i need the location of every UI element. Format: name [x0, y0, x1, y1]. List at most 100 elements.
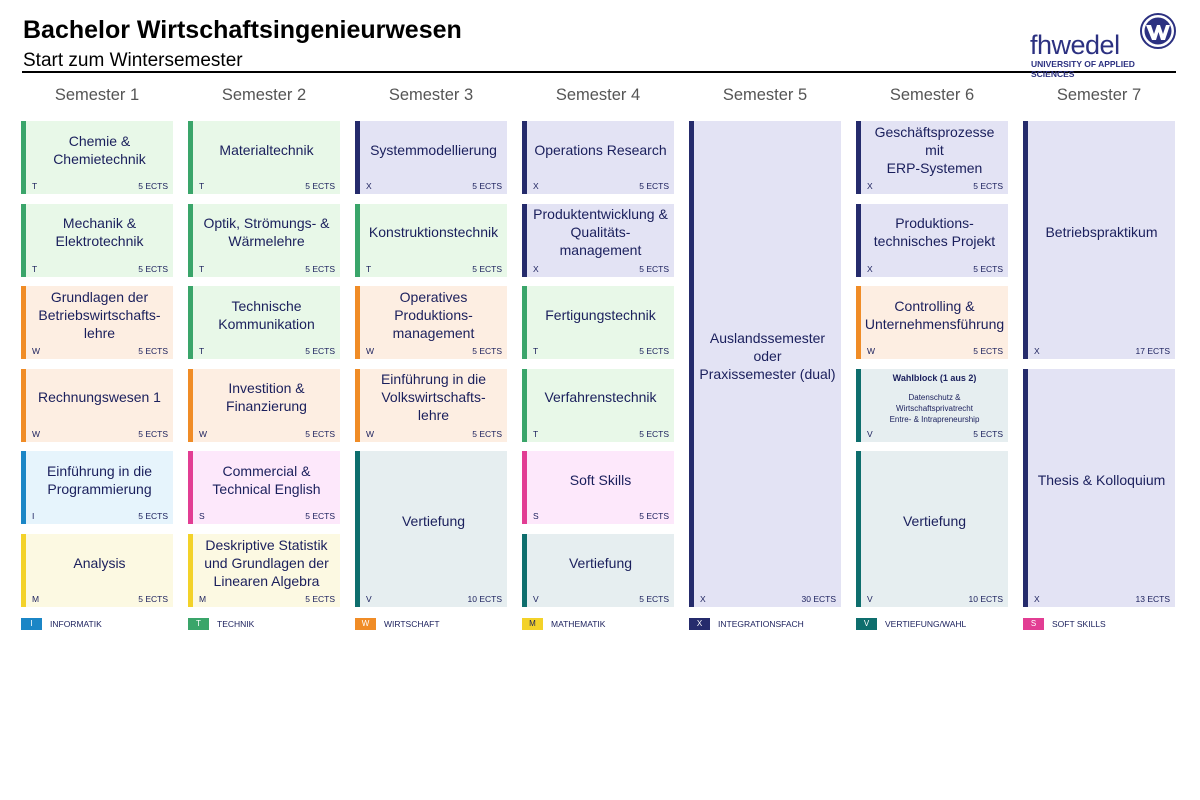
module-tile[interactable]: Vertiefung V 10 ECTS	[355, 451, 507, 607]
module-tile[interactable]: Auslandssemester oder Praxissemester (du…	[689, 121, 841, 607]
module-ects: 5 ECTS	[639, 428, 669, 439]
module-title: Thesis & Kolloquium	[1037, 471, 1166, 488]
legend-label: TECHNIK	[217, 619, 255, 629]
wahlblock-option: Datenschutz &	[908, 392, 961, 402]
module-tile[interactable]: Deskriptive Statistik und Grundlagen der…	[188, 534, 340, 607]
module-tile[interactable]: Systemmodellierung X 5 ECTS	[355, 121, 507, 194]
module-ects: 5 ECTS	[472, 346, 502, 357]
module-tile[interactable]: Controlling & Unternehmensführung W 5 ECTS	[856, 286, 1008, 360]
semester-header: Semester 3	[388, 86, 474, 104]
module-category-code: V	[867, 428, 873, 439]
module-ects: 5 ECTS	[138, 511, 168, 522]
module-tile[interactable]: Konstruktionstechnik T 5 ECTS	[355, 203, 507, 277]
module-title: Optik, Strömungs- & Wärmelehre	[203, 215, 330, 250]
module-ects: 5 ECTS	[472, 263, 502, 274]
module-tile[interactable]: Technische Kommunikation T 5 ECTS	[188, 286, 340, 360]
module-category-code: T	[199, 346, 205, 357]
module-tile[interactable]: Rechnungswesen 1 W 5 ECTS	[21, 368, 173, 442]
module-tile[interactable]: Einführung in die Programmierung I 5 ECTS	[21, 451, 173, 525]
header-divider	[22, 71, 1176, 73]
page-title: Bachelor Wirtschaftsingenieurwesen	[23, 16, 462, 44]
module-tile[interactable]: Chemie & Chemietechnik T 5 ECTS	[21, 121, 173, 194]
module-ects: 5 ECTS	[138, 181, 168, 191]
module-tile[interactable]: Einführung in die Volkswirtschafts- lehr…	[355, 368, 507, 442]
module-title: Verfahrenstechnik	[544, 389, 657, 406]
module-tile[interactable]: Fertigungstechnik T 5 ECTS	[522, 286, 674, 360]
module-tile[interactable]: Produktentwicklung & Qualitäts- manageme…	[522, 203, 674, 277]
legend-label: MATHEMATIK	[551, 619, 606, 629]
module-category-code: X	[533, 181, 539, 191]
module-category-code: T	[366, 263, 372, 274]
module-tile[interactable]: Investition & Finanzierung W 5 ECTS	[188, 368, 340, 442]
semester-header: Semester 5	[722, 86, 808, 104]
module-ects: 5 ECTS	[138, 346, 168, 357]
semester-header: Semester 4	[555, 86, 641, 104]
module-category-code: T	[32, 181, 38, 191]
module-category-code: M	[199, 594, 207, 604]
module-ects: 17 ECTS	[1135, 346, 1171, 357]
legend-badge: T	[188, 618, 209, 630]
module-title: Einführung in die Volkswirtschafts- lehr…	[380, 371, 487, 424]
module-category-code: X	[700, 594, 706, 604]
logo-wordmark: fhwedel	[1030, 30, 1120, 60]
module-ects: 5 ECTS	[639, 511, 669, 522]
module-title: Operatives Produktions- management	[392, 288, 475, 341]
module-title: Rechnungswesen 1	[38, 389, 161, 406]
module-tile[interactable]: Betriebspraktikum X 17 ECTS	[1023, 121, 1175, 360]
semester-header: Semester 7	[1056, 86, 1142, 104]
module-category-code: W	[32, 428, 41, 439]
legend-badge: W	[355, 618, 376, 630]
module-tile[interactable]: Operatives Produktions- management W 5 ECT…	[355, 286, 507, 360]
module-tile[interactable]: Materialtechnik T 5 ECTS	[188, 121, 340, 194]
module-ects: 5 ECTS	[305, 263, 335, 274]
module-title: Geschäftsprozesse mit ERP-Systemen	[874, 123, 995, 176]
module-tile[interactable]: Commercial & Technical English S 5 ECTS	[188, 451, 340, 525]
module-title: Commercial & Technical English	[212, 462, 321, 497]
module-tile[interactable]: Analysis M 5 ECTS	[21, 534, 173, 607]
semester-header: Semester 6	[889, 86, 975, 104]
module-tile[interactable]: Thesis & Kolloquium X 13 ECTS	[1023, 368, 1175, 607]
module-tile[interactable]: Wahlblock (1 aus 2) Datenschutz & Wirtscha…	[856, 368, 1008, 442]
legend-label: SOFT SKILLS	[1052, 619, 1106, 629]
module-ects: 5 ECTS	[973, 428, 1003, 439]
module-tile[interactable]: Vertiefung V 5 ECTS	[522, 534, 674, 607]
legend-label: VERTIEFUNG/WAHL	[885, 619, 967, 629]
module-title: Betriebspraktikum	[1045, 224, 1158, 241]
module-ects: 10 ECTS	[467, 593, 503, 604]
module-category-code: X	[867, 263, 873, 274]
module-title: Vertiefung	[902, 513, 967, 530]
legend-badge: V	[856, 618, 877, 630]
module-category-code: X	[533, 263, 539, 274]
legend-badge: I	[21, 618, 42, 630]
module-category-code: W	[199, 428, 208, 439]
module-tile[interactable]: Grundlagen der Betriebswirtschafts- lehr…	[21, 286, 173, 360]
page-subtitle: Start zum Wintersemester	[23, 50, 243, 71]
module-ects: 5 ECTS	[472, 428, 502, 439]
module-tile[interactable]: Soft Skills S 5 ECTS	[522, 451, 674, 525]
module-tile[interactable]: Verfahrenstechnik T 5 ECTS	[522, 368, 674, 442]
module-ects: 5 ECTS	[305, 594, 335, 604]
module-tile[interactable]: Produktions- technisches Projekt X 5 ECTS	[856, 203, 1008, 277]
logo-tagline: UNIVERSITY OF APPLIED SCIENCES	[1031, 59, 1135, 79]
module-title: Konstruktionstechnik	[368, 224, 499, 241]
module-category-code: T	[32, 263, 38, 274]
module-title: Chemie & Chemietechnik	[53, 132, 146, 167]
module-title: Deskriptive Statistik und Grundlagen der…	[204, 536, 329, 589]
module-category-code: V	[366, 593, 372, 604]
module-tile[interactable]: Mechanik & Elektrotechnik T 5 ECTS	[21, 203, 173, 277]
module-tile[interactable]: Operations Research X 5 ECTS	[522, 121, 674, 194]
module-category-code: I	[32, 511, 35, 522]
legend-badge: M	[522, 618, 543, 630]
module-title: Analysis	[73, 554, 126, 571]
module-ects: 5 ECTS	[639, 263, 669, 274]
module-category-code: V	[867, 593, 873, 604]
legend-label: WIRTSCHAFT	[384, 619, 440, 629]
module-tile[interactable]: Optik, Strömungs- & Wärmelehre T 5 ECTS	[188, 203, 340, 277]
module-title: Mechanik & Elektrotechnik	[55, 215, 144, 250]
module-tile[interactable]: Vertiefung V 10 ECTS	[856, 451, 1008, 607]
module-category-code: X	[1034, 593, 1040, 604]
module-ects: 5 ECTS	[305, 428, 335, 439]
module-tile[interactable]: Geschäftsprozesse mit ERP-Systemen X 5 ECT…	[856, 121, 1008, 194]
legend-badge: S	[1023, 618, 1044, 630]
module-category-code: W	[867, 346, 876, 357]
